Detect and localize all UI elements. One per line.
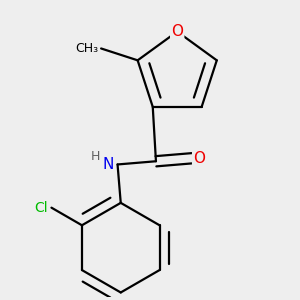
Text: N: N — [103, 157, 114, 172]
Text: H: H — [91, 150, 100, 163]
Text: Cl: Cl — [34, 201, 48, 215]
Text: CH₃: CH₃ — [75, 42, 98, 55]
Text: O: O — [171, 24, 183, 39]
Text: O: O — [193, 151, 205, 166]
